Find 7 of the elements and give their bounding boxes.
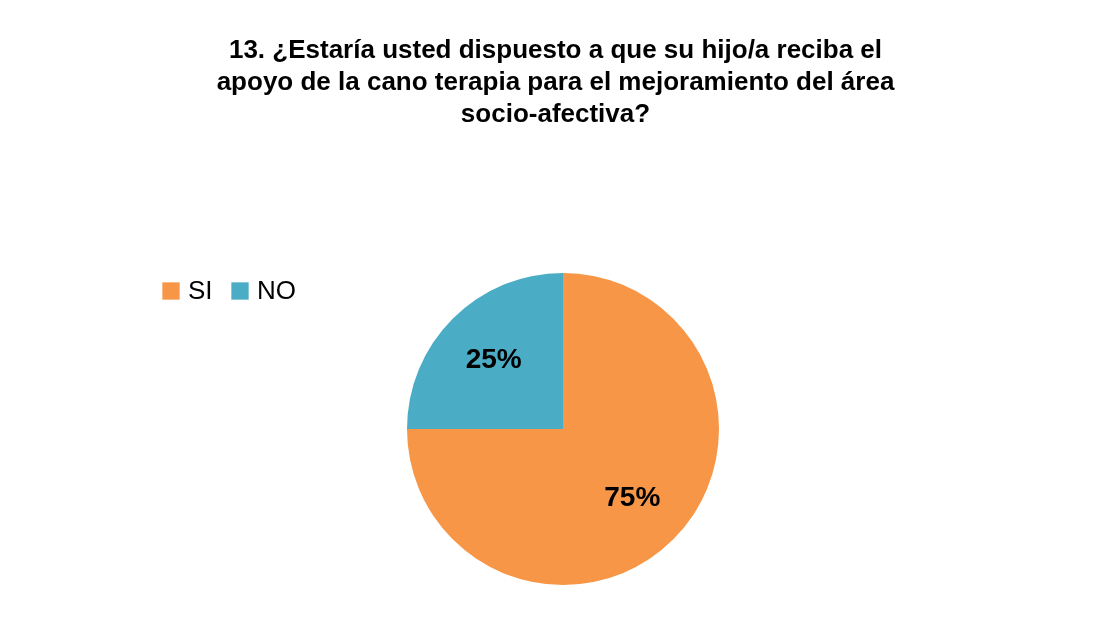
chart-title: 13. ¿Estaría usted dispuesto a que su hijo/a reciba el apoyo de la cano terapia para el mejoramiento del área socio-afectiva?	[216, 34, 895, 128]
pie-slice	[407, 273, 563, 429]
pie-slice	[407, 273, 719, 585]
data-label: 25%	[465, 342, 522, 374]
legend-label: NO	[257, 275, 296, 305]
data-label: 75%	[604, 481, 661, 513]
legend-label: SI	[188, 275, 213, 305]
